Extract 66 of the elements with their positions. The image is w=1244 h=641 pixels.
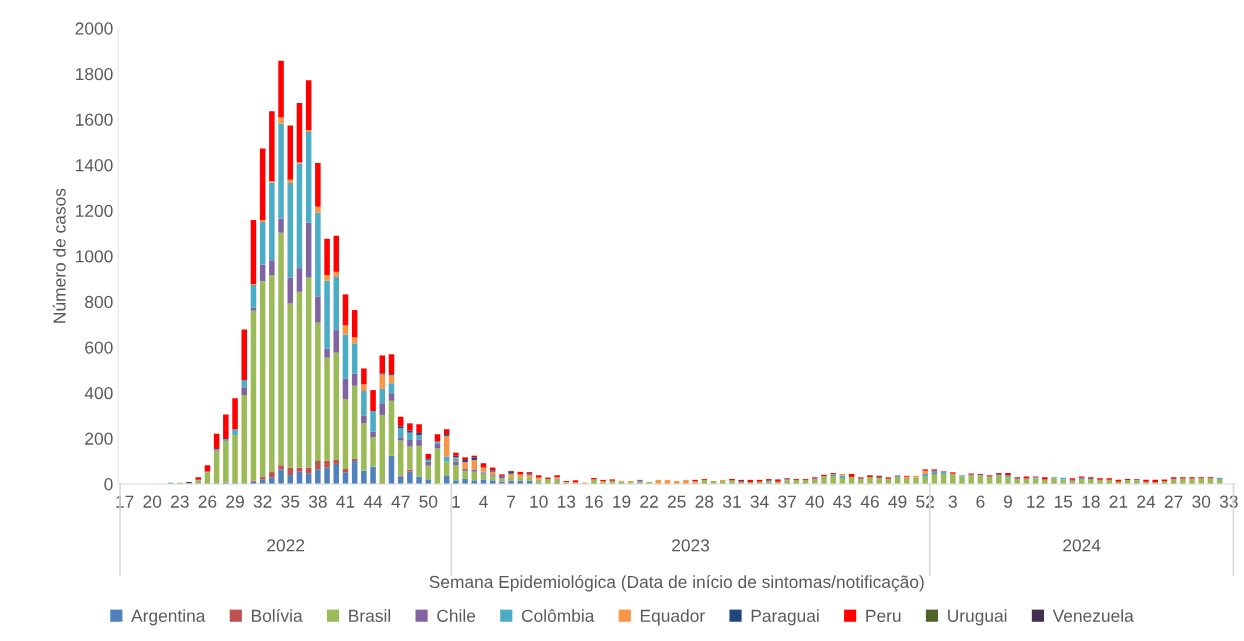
- x-tick-label: 22: [640, 495, 658, 508]
- x-tick-label: 47: [391, 495, 410, 508]
- x-tick-label: 29: [226, 495, 244, 508]
- text: 2024: [1063, 539, 1101, 552]
- x-tick-label: 20: [143, 495, 162, 508]
- x-tick-label: 1: [452, 495, 460, 508]
- x-tick-label: 32: [253, 495, 272, 508]
- legend-label: Uruguai: [948, 609, 1007, 626]
- y-tick-label: 200: [85, 432, 113, 445]
- x-tick-label: 41: [336, 495, 355, 508]
- y-tick-label: 600: [85, 341, 113, 354]
- x-tick-label: 23: [171, 495, 189, 508]
- x-tick-label: 46: [860, 495, 879, 508]
- x-tick-label: 30: [1192, 495, 1211, 508]
- legend-label: Argentina: [131, 609, 206, 626]
- x-tick-label: 21: [1109, 495, 1128, 508]
- x-tick-label: 31: [722, 495, 741, 508]
- y-tick-label: 400: [84, 386, 113, 400]
- x-tick-label: 34: [750, 495, 769, 508]
- legend-label: Paraguai: [751, 609, 819, 626]
- x-axis-title: Semana Epidemiológica (Data de início de sintomas/notificação): [429, 575, 924, 592]
- x-tick-label: 3: [948, 495, 957, 508]
- x-tick-label: 19: [613, 495, 631, 508]
- y-tick-label: 1400: [76, 159, 113, 172]
- x-tick-label: 49: [888, 495, 907, 508]
- text: 2022: [267, 539, 305, 552]
- y-tick-label: 1800: [76, 67, 113, 81]
- x-tick-label: 28: [695, 495, 714, 508]
- x-tick-label: 26: [198, 495, 217, 508]
- y-tick-label: 1200: [76, 204, 113, 217]
- x-tick-label: 50: [419, 495, 438, 508]
- x-tick-label: 18: [1082, 495, 1100, 508]
- x-tick-label: 24: [1137, 495, 1156, 508]
- x-tick-label: 44: [363, 495, 383, 508]
- x-tick-label: 9: [1003, 495, 1013, 508]
- x-tick-label: 16: [585, 495, 603, 508]
- y-tick-label: 1000: [76, 250, 113, 263]
- legend-label: Venezuela: [1052, 609, 1134, 622]
- legend-label: Equador: [640, 609, 705, 626]
- x-tick-label: 13: [557, 495, 576, 508]
- x-tick-label: 35: [281, 495, 300, 508]
- legend-label: Peru: [866, 609, 901, 622]
- legend-label: Brasil: [349, 609, 391, 622]
- y-tick-label: 1600: [76, 113, 113, 126]
- x-tick-label: 37: [778, 495, 796, 508]
- y-tick-label: 800: [85, 295, 113, 309]
- x-tick-label: 27: [1164, 495, 1183, 508]
- x-tick-label: 4: [479, 495, 488, 508]
- x-tick-label: 25: [667, 495, 686, 508]
- text: 2023: [672, 539, 710, 552]
- y-tick-label: 2000: [75, 22, 113, 35]
- x-tick-label: 6: [976, 495, 985, 508]
- x-tick-label: 38: [308, 495, 327, 508]
- x-tick-label: 43: [833, 495, 852, 508]
- x-tick-label: 15: [1054, 495, 1073, 508]
- x-tick-label: 12: [1027, 495, 1045, 508]
- x-tick-label: 33: [1219, 495, 1238, 508]
- x-tick-label: 10: [530, 495, 548, 508]
- y-tick-label: 0: [104, 478, 113, 491]
- x-tick-label: 17: [116, 495, 134, 508]
- x-tick-label: 7: [507, 495, 516, 508]
- y-axis-title: Número de casos: [52, 188, 66, 323]
- legend-label: Colômbia: [521, 609, 595, 622]
- x-tick-label: 40: [805, 495, 824, 508]
- legend-label: Bolívia: [251, 608, 303, 622]
- legend-label: Chile: [437, 609, 476, 622]
